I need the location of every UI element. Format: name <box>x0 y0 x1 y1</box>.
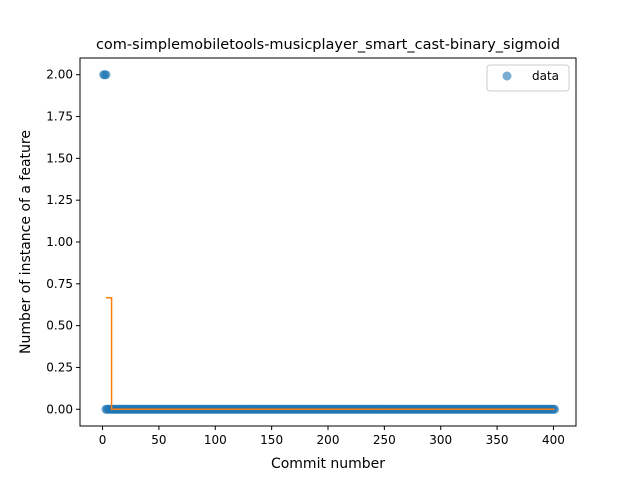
fit-line <box>105 296 555 411</box>
y-tick-label: 1.00 <box>46 235 73 249</box>
y-axis-title: Number of instance of a feature <box>18 130 34 354</box>
x-tick-label: 200 <box>317 433 340 447</box>
y-tick-label: 0.50 <box>46 319 73 333</box>
y-tick-label: 0.75 <box>46 277 73 291</box>
x-tick-label: 350 <box>486 433 509 447</box>
legend: data <box>486 64 570 92</box>
y-tick-label: 1.75 <box>46 110 73 124</box>
legend-box <box>486 64 570 92</box>
y-tick-label: 2.00 <box>46 68 73 82</box>
y-tick-label: 1.25 <box>46 193 73 207</box>
y-tick-label: 1.50 <box>46 151 73 165</box>
x-tick-label: 300 <box>429 433 452 447</box>
legend-label: data <box>532 69 559 83</box>
x-tick-label: 100 <box>204 433 227 447</box>
x-tick-label: 150 <box>260 433 283 447</box>
data-point <box>101 70 111 80</box>
chart-title: com-simplemobiletools-musicplayer_smart_… <box>96 37 560 53</box>
x-axis-title: Commit number <box>271 456 385 472</box>
y-tick-label: 0.00 <box>46 402 73 416</box>
y-tick-label: 0.25 <box>46 360 73 374</box>
plot-layer <box>99 70 560 414</box>
x-tick-label: 400 <box>542 433 565 447</box>
ticks-layer: 0 50 100 150 200 250 300 350 400 0.00 0.25 0.50 0.75… <box>46 68 565 447</box>
x-tick-label: 0 <box>99 433 107 447</box>
x-tick-label: 250 <box>373 433 396 447</box>
x-tick-label: 50 <box>151 433 166 447</box>
legend-marker <box>502 71 512 81</box>
